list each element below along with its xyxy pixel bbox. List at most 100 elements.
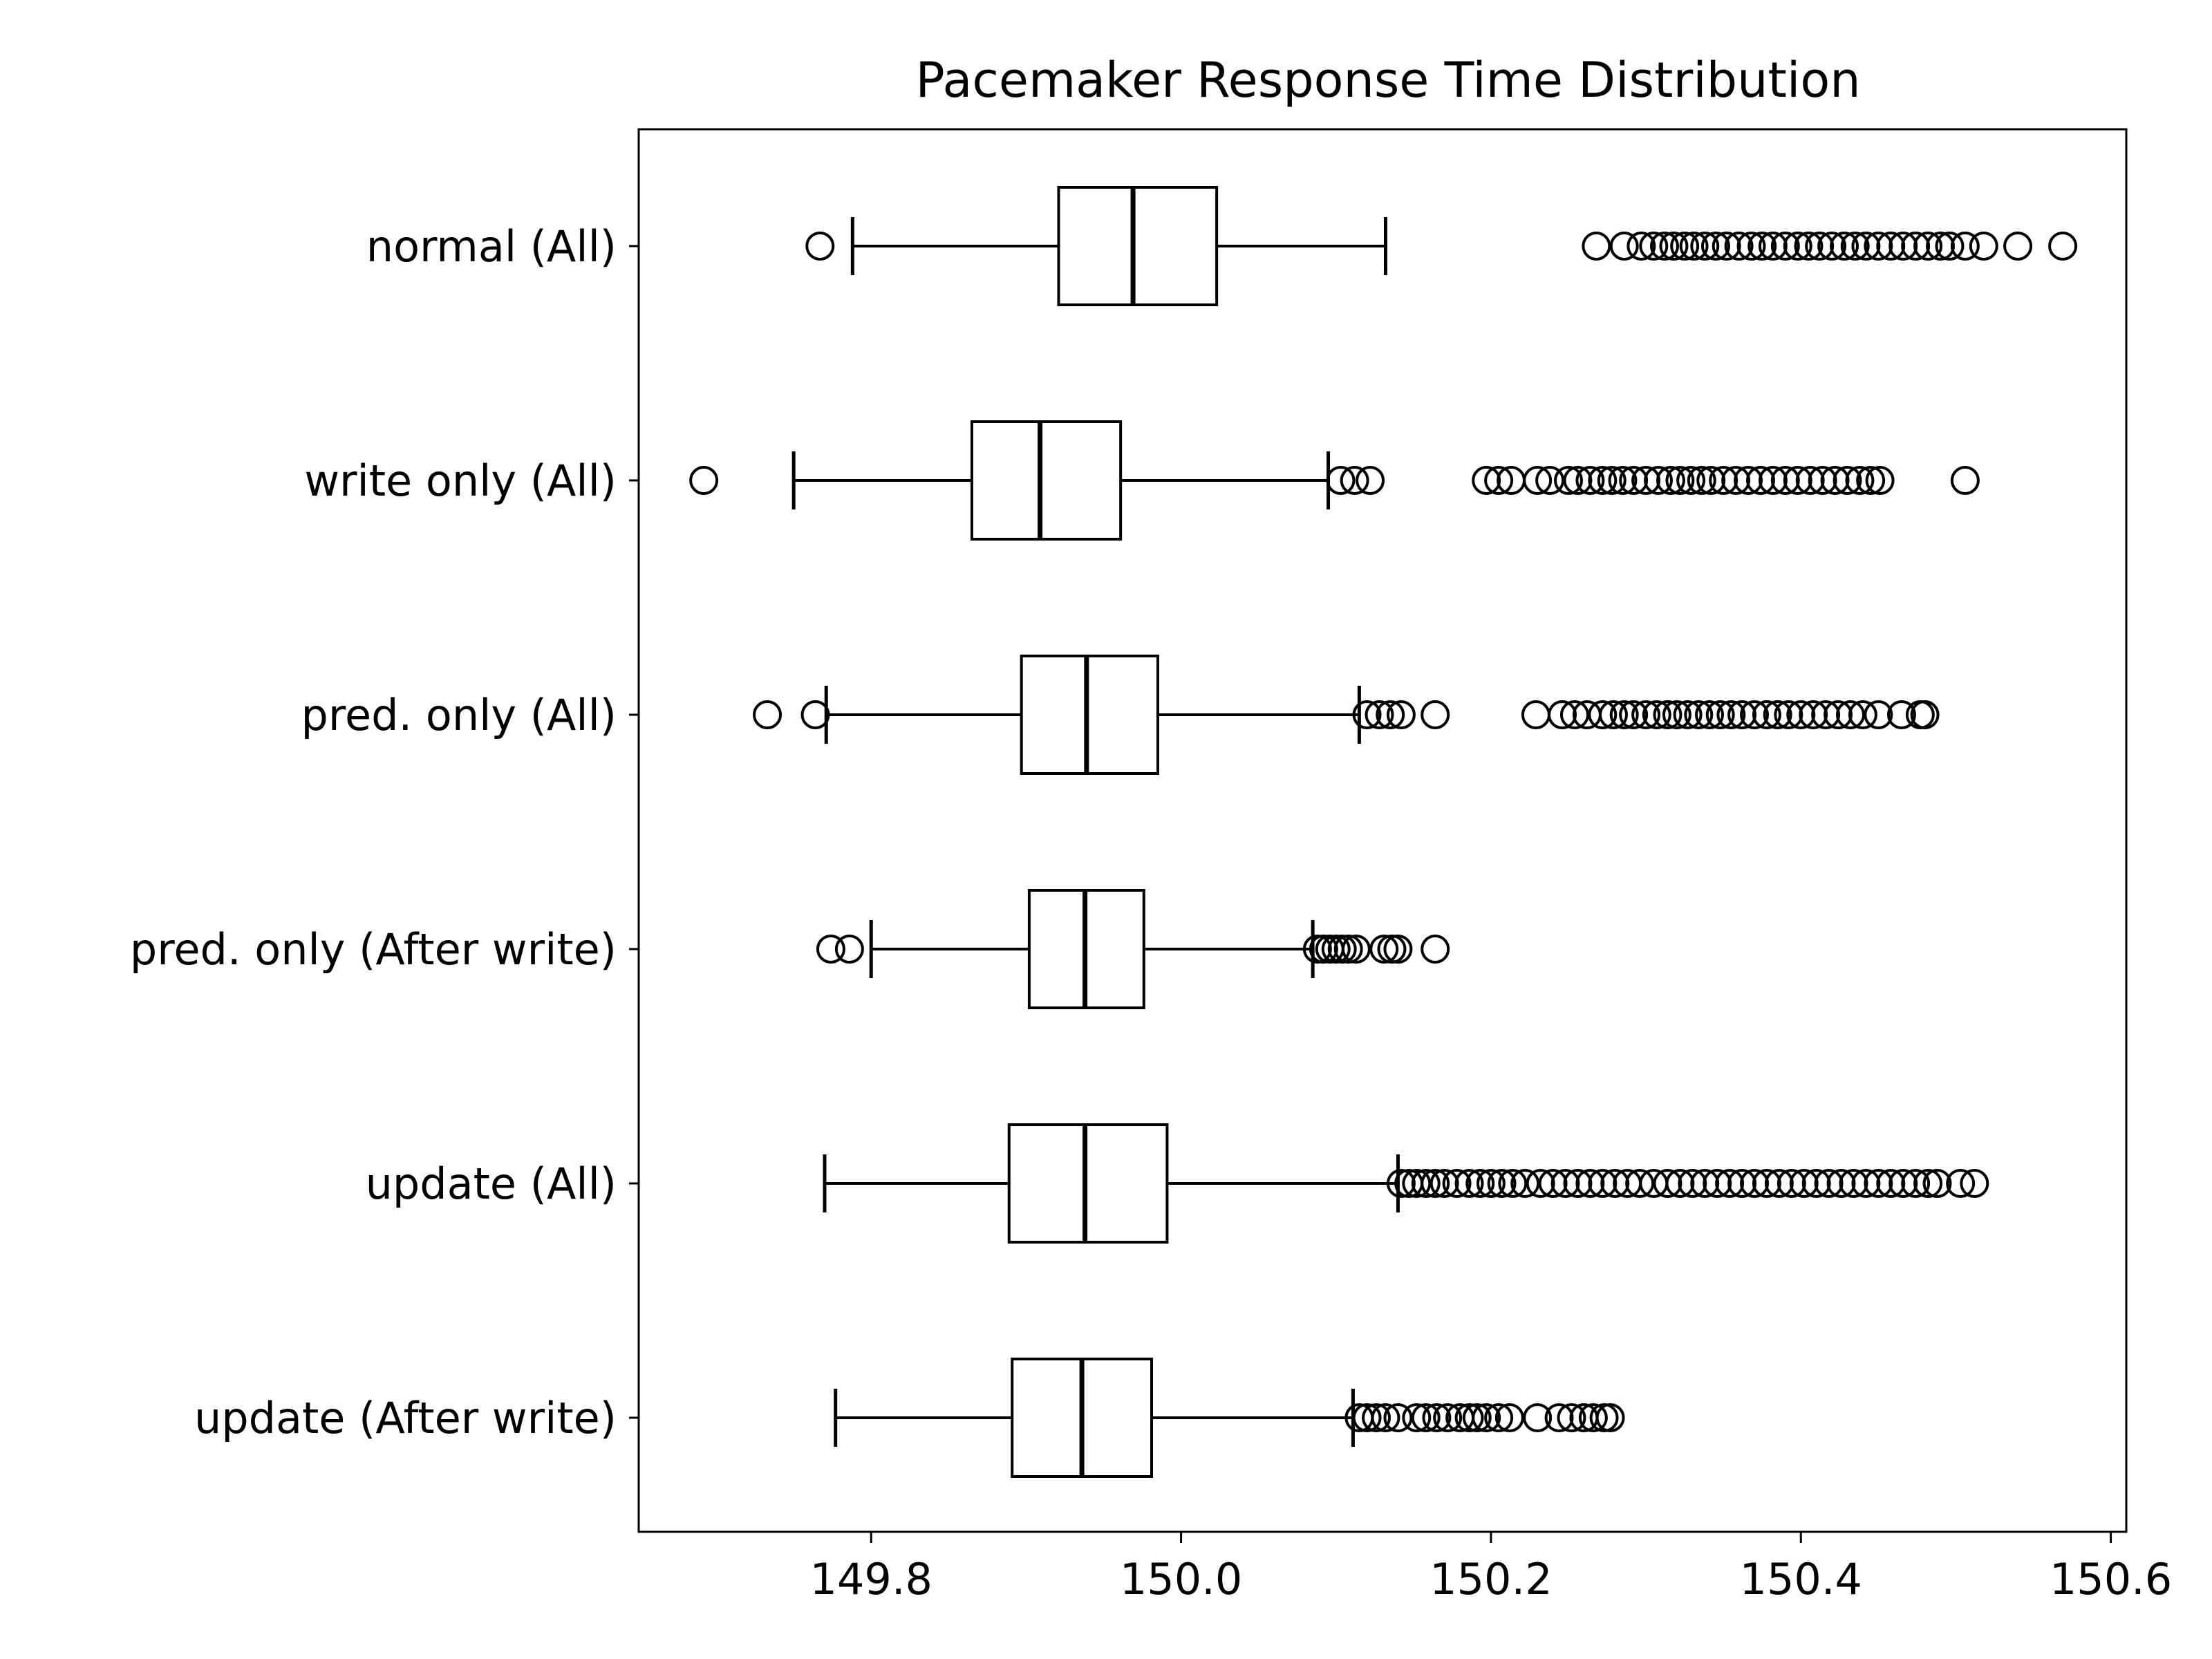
box-2-outlier (1774, 700, 1803, 729)
box-1-outlier (1687, 466, 1716, 495)
box-1-outlier (1631, 466, 1661, 495)
box-3-outlier (834, 935, 864, 964)
y-tick-label: update (All) (366, 1159, 617, 1209)
box-2-outlier (1824, 700, 1853, 729)
box-4-outlier (1764, 1169, 1794, 1198)
box-0-outlier (1926, 232, 1955, 261)
box-4-outlier (1465, 1169, 1495, 1198)
box-0-outlier (1670, 232, 1700, 261)
box-4-outlier (1498, 1169, 1528, 1198)
y-tick-label: write only (All) (304, 456, 617, 506)
box-0-outlier (1864, 232, 1893, 261)
box-1-outlier (1644, 466, 1674, 495)
box-3-outlier (1421, 935, 1450, 964)
box-0-outlier (1830, 232, 1859, 261)
box-0-outlier (2003, 232, 2033, 261)
box-0-outlier (805, 232, 835, 261)
box-4-iqr-box (1007, 1123, 1169, 1244)
box-5-outlier (1589, 1403, 1619, 1432)
box-0-outlier (1794, 232, 1824, 261)
box-4-outlier (1839, 1169, 1868, 1198)
box-4-outlier (1600, 1169, 1630, 1198)
box-2-outlier (1352, 700, 1382, 729)
box-5-outlier (1472, 1403, 1501, 1432)
box-0-outlier (1783, 232, 1812, 261)
chart-title: Pacemaker Response Time Distribution (915, 52, 1860, 109)
box-4-outlier (1901, 1169, 1931, 1198)
box-4-outlier (1801, 1169, 1831, 1198)
box-0-outlier (2048, 232, 2078, 261)
box-2-outlier (1864, 700, 1893, 729)
box-4-outlier (1703, 1169, 1732, 1198)
box-1-outlier (1597, 466, 1627, 495)
box-4-outlier (1550, 1169, 1580, 1198)
box-1-outlier (1656, 466, 1685, 495)
box-4-outlier (1922, 1169, 1952, 1198)
box-5-outlier (1578, 1403, 1608, 1432)
box-1-outlier (1356, 466, 1385, 495)
box-2-outlier (1421, 700, 1450, 729)
box-2-outlier (1740, 700, 1769, 729)
box-2-outlier (800, 700, 830, 729)
box-5-outlier (1454, 1403, 1484, 1432)
box-5-outlier (1352, 1403, 1382, 1432)
box-2-outlier (1559, 700, 1589, 729)
x-tick-label: 150.4 (1740, 1554, 1863, 1604)
box-4-outlier (1864, 1169, 1893, 1198)
box-0-outlier (1627, 232, 1656, 261)
box-2-outlier (1799, 700, 1828, 729)
box-2-outlier (1886, 700, 1916, 729)
box-3-outlier (1321, 935, 1351, 964)
box-1-outlier (1575, 466, 1605, 495)
box-1-iqr-box (970, 420, 1123, 541)
box-0-outlier (1736, 232, 1766, 261)
box-0-outlier (1649, 232, 1679, 261)
box-2-outlier (1727, 700, 1757, 729)
box-3-outlier (1302, 935, 1332, 964)
box-2-outlier (1662, 700, 1691, 729)
box-4-outlier (1421, 1169, 1450, 1198)
box-2-outlier (1763, 700, 1792, 729)
box-4-outlier (1442, 1169, 1472, 1198)
box-2-iqr-box (1020, 655, 1159, 775)
box-1-outlier (1696, 466, 1726, 495)
box-1-outlier (1472, 466, 1501, 495)
box-4-outlier (1826, 1169, 1856, 1198)
box-0-outlier (1851, 232, 1881, 261)
box-0-outlier (1840, 232, 1870, 261)
box-3-outlier (1333, 935, 1363, 964)
box-0-outlier (1969, 232, 1998, 261)
box-4-outlier (1789, 1169, 1819, 1198)
box-4-outlier (1487, 1169, 1517, 1198)
box-4-outlier (1563, 1169, 1593, 1198)
box-1-outlier (1783, 466, 1812, 495)
box-2-outlier (1752, 700, 1781, 729)
box-1-outlier (1833, 466, 1862, 495)
box-0-outlier (1758, 232, 1788, 261)
box-2-outlier (1694, 700, 1724, 729)
box-4-outlier (1727, 1169, 1757, 1198)
box-1-outlier (1734, 466, 1763, 495)
box-0-outlier (1888, 232, 1918, 261)
box-0-outlier (1679, 232, 1709, 261)
box-1-outlier (1808, 466, 1837, 495)
box-5-outlier (1595, 1403, 1625, 1432)
box-5-outlier (1494, 1403, 1524, 1432)
x-tick-label: 149.8 (810, 1554, 933, 1604)
box-1-outlier (1865, 466, 1895, 495)
box-0-outlier (1712, 232, 1741, 261)
box-4-outlier (1740, 1169, 1769, 1198)
box-1-outlier (1523, 466, 1553, 495)
box-4-outlier (1625, 1169, 1655, 1198)
box-0-outlier (1659, 232, 1689, 261)
box-4-outlier (1752, 1169, 1781, 1198)
box-3-outlier (816, 935, 845, 964)
box-1-outlier (1588, 466, 1618, 495)
box-4-outlier (1851, 1169, 1881, 1198)
box-4-outlier (1538, 1169, 1568, 1198)
box-1-outlier (1326, 466, 1356, 495)
box-3-outlier (1341, 935, 1371, 964)
box-4-outlier (1665, 1169, 1695, 1198)
box-5-outlier (1484, 1403, 1514, 1432)
